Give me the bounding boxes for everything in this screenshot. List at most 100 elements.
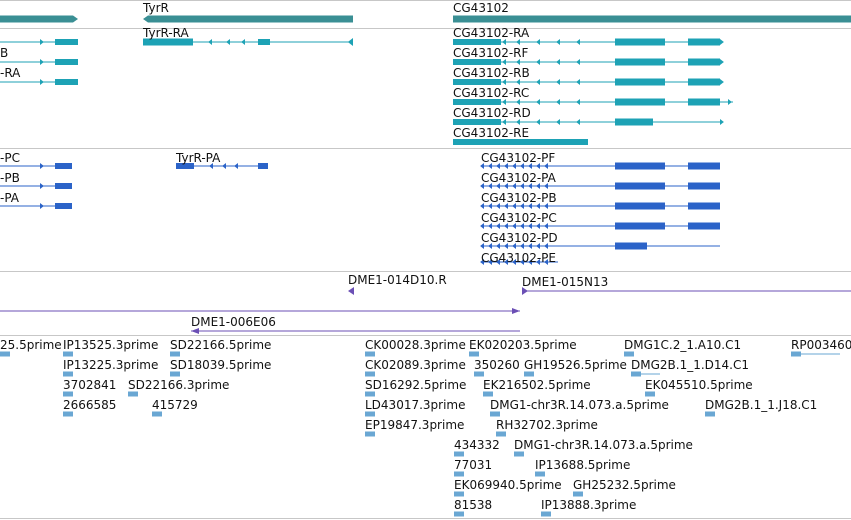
est-label[interactable]: IP13688.5prime bbox=[535, 458, 631, 472]
est-label[interactable]: 81538 bbox=[454, 498, 493, 512]
est-label[interactable]: IP13888.3prime bbox=[541, 498, 637, 512]
strand-arrow bbox=[512, 259, 516, 265]
strand-arrow bbox=[226, 39, 230, 45]
exon-block bbox=[688, 98, 720, 106]
exon-block bbox=[55, 163, 72, 169]
transcript-label[interactable]: -RA bbox=[0, 66, 21, 80]
strand-arrow bbox=[209, 163, 213, 169]
est-label[interactable]: IP13525.3prime bbox=[63, 338, 159, 352]
transcript-label[interactable]: CG43102-RC bbox=[453, 86, 530, 100]
strand-arrow bbox=[496, 243, 500, 249]
est-label[interactable]: EK045510.5prime bbox=[645, 378, 753, 392]
exon-block bbox=[170, 351, 180, 357]
exon-block bbox=[453, 139, 588, 145]
strand-arrow bbox=[488, 223, 492, 229]
est-label[interactable]: EK020203.5prime bbox=[469, 338, 577, 352]
strand-arrow bbox=[480, 259, 484, 265]
est-label[interactable]: 77031 bbox=[454, 458, 493, 472]
est-label[interactable]: SD22166.5prime bbox=[170, 338, 272, 352]
est-label[interactable]: SD16292.5prime bbox=[365, 378, 467, 392]
est-label[interactable]: DMG1-chr3R.14.073.a.5prime bbox=[514, 438, 693, 452]
est-label[interactable]: RP003460 bbox=[791, 338, 851, 352]
est-label[interactable]: SD22166.3prime bbox=[128, 378, 230, 392]
strand-arrow bbox=[504, 183, 508, 189]
transcript-label[interactable]: CG43102-RE bbox=[453, 126, 530, 140]
exon-block bbox=[55, 79, 78, 85]
exon-block bbox=[365, 391, 375, 397]
est-label[interactable]: DMG1C.2_1.A10.C1 bbox=[624, 338, 742, 352]
est-label[interactable]: CK02089.3prime bbox=[365, 358, 466, 372]
clone-end bbox=[191, 328, 199, 334]
exon-block bbox=[615, 202, 665, 210]
strand-arrow bbox=[208, 39, 212, 45]
est-label[interactable]: RH32702.3prime bbox=[496, 418, 598, 432]
exon-block bbox=[454, 471, 464, 477]
est-label[interactable]: GH19526.5prime bbox=[524, 358, 627, 372]
est-label[interactable]: DMG2B.1_1.J18.C1 bbox=[705, 398, 818, 412]
strand-arrow bbox=[536, 99, 540, 105]
est-label[interactable]: 415729 bbox=[152, 398, 198, 412]
strand-arrow bbox=[536, 79, 540, 85]
strand-arrow bbox=[480, 243, 484, 249]
exon-block bbox=[615, 38, 665, 46]
est-label[interactable]: IP13225.3prime bbox=[63, 358, 159, 372]
est-label[interactable]: 2666585 bbox=[63, 398, 117, 412]
protein-label[interactable]: CG43102-PB bbox=[481, 191, 557, 205]
est-label[interactable]: EP19847.3prime bbox=[365, 418, 465, 432]
strand-arrow bbox=[488, 243, 492, 249]
strand-arrow bbox=[480, 183, 484, 189]
est-label[interactable]: DMG2B.1_1.D14.C1 bbox=[631, 358, 749, 372]
strand-arrow bbox=[496, 203, 500, 209]
gene-label-cg43102[interactable]: CG43102 bbox=[453, 1, 509, 15]
strand-arrow bbox=[544, 163, 548, 169]
track-divider-bottom bbox=[0, 518, 851, 519]
est-label[interactable]: EK069940.5prime bbox=[454, 478, 562, 492]
exon-block bbox=[688, 222, 720, 230]
strand-arrow bbox=[512, 203, 516, 209]
strand-arrow bbox=[496, 183, 500, 189]
est-label[interactable]: SD18039.5prime bbox=[170, 358, 272, 372]
protein-label[interactable]: -PB bbox=[0, 171, 20, 185]
strand-arrow bbox=[504, 163, 508, 169]
protein-label[interactable]: -PC bbox=[0, 151, 20, 165]
transcript-label[interactable]: CG43102-RB bbox=[453, 66, 530, 80]
est-label[interactable]: 25.5prime bbox=[0, 338, 62, 352]
est-label[interactable]: CK00028.3prime bbox=[365, 338, 466, 352]
clone-label[interactable]: DME1-014D10.R bbox=[348, 273, 447, 287]
protein-label[interactable]: CG43102-PE bbox=[481, 251, 556, 265]
clone-label[interactable]: DME1-015N13 bbox=[522, 275, 609, 289]
protein-label[interactable]: CG43102-PD bbox=[481, 231, 558, 245]
exon-block bbox=[143, 38, 193, 46]
clone-label[interactable]: DME1-006E06 bbox=[191, 315, 276, 329]
protein-label[interactable]: CG43102-PC bbox=[481, 211, 557, 225]
est-label[interactable]: GH25232.5prime bbox=[573, 478, 676, 492]
strand-arrow bbox=[520, 163, 524, 169]
est-label[interactable]: 350260 bbox=[474, 358, 520, 372]
strand-arrow bbox=[536, 223, 540, 229]
protein-label[interactable]: CG43102-PF bbox=[481, 151, 556, 165]
est-label[interactable]: DMG1-chr3R.14.073.a.5prime bbox=[490, 398, 669, 412]
protein-label[interactable]: -PA bbox=[0, 191, 20, 205]
protein-label[interactable]: CG43102-PA bbox=[481, 171, 556, 185]
est-label[interactable]: LD43017.3prime bbox=[365, 398, 466, 412]
strand-arrow bbox=[520, 223, 524, 229]
est-label[interactable]: EK216502.5prime bbox=[483, 378, 591, 392]
strand-arrow bbox=[520, 183, 524, 189]
strand-arrow bbox=[512, 223, 516, 229]
track-divider-top bbox=[0, 0, 851, 1]
transcript-label[interactable]: CG43102-RD bbox=[453, 106, 531, 120]
protein-label[interactable]: TyrR-PA bbox=[176, 151, 221, 165]
transcript-label[interactable]: CG43102-RA bbox=[453, 26, 530, 40]
exon-block bbox=[365, 371, 375, 377]
transcript-label[interactable]: TyrR-RA bbox=[143, 26, 189, 40]
exon-block bbox=[688, 182, 720, 190]
transcript-label[interactable]: B bbox=[0, 46, 9, 60]
exon-block bbox=[453, 99, 501, 105]
est-label[interactable]: 3702841 bbox=[63, 378, 117, 392]
gene-label-tyrr[interactable]: TyrR bbox=[143, 1, 169, 15]
transcript-label[interactable]: CG43102-RF bbox=[453, 46, 529, 60]
strand-arrow bbox=[496, 223, 500, 229]
exon-block bbox=[514, 451, 524, 457]
exon-block bbox=[624, 351, 634, 357]
est-label[interactable]: 434332 bbox=[454, 438, 500, 452]
